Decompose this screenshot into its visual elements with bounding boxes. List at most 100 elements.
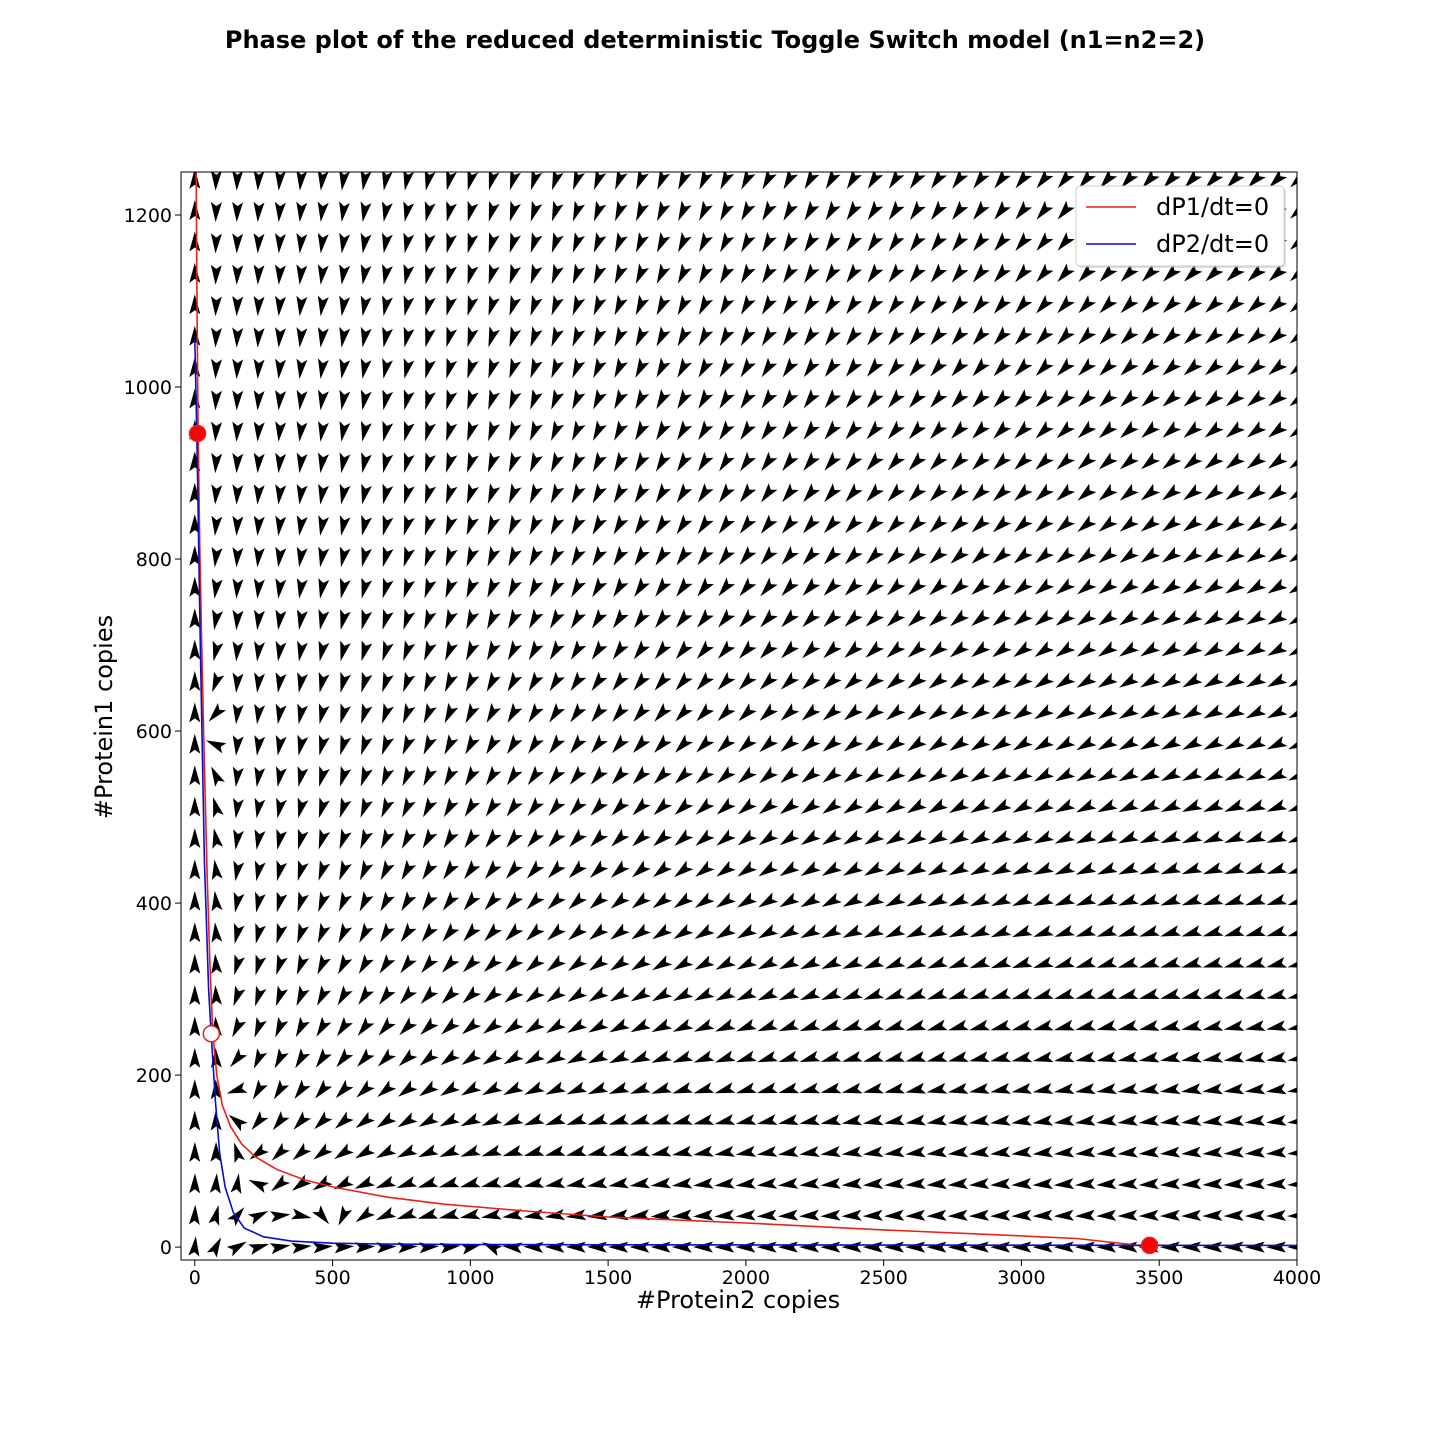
vector-arrow [297,640,308,662]
vector-arrow [487,451,501,473]
vector-arrow [403,389,415,411]
vector-arrow [762,172,777,190]
vector-arrow [1181,798,1203,812]
vector-arrow [823,577,842,596]
vector-arrow [737,829,757,846]
vector-arrow [737,892,757,908]
vector-arrow [947,1146,969,1158]
vector-arrow [1223,1051,1245,1063]
vector-arrow [211,953,223,974]
vector-arrow [1182,672,1203,688]
vector-arrow [1160,830,1182,844]
vector-arrow [486,671,501,692]
vector-arrow [927,924,948,938]
vector-arrow [211,922,223,943]
vector-arrow [593,232,607,253]
vector-arrow [446,420,458,442]
vector-arrow [550,545,565,567]
vector-arrow [588,1049,609,1064]
vector-arrow [189,1110,201,1131]
vector-arrow [275,452,287,474]
vector-arrow [760,608,778,628]
vector-arrow [375,1175,397,1189]
vector-arrow [884,1051,906,1062]
vector-arrow [488,389,500,410]
vector-arrow [1182,609,1203,626]
vector-arrow [926,1146,947,1158]
vector-arrow [655,483,671,503]
vector-arrow [446,452,458,473]
vector-arrow [488,232,500,254]
vector-arrow [205,740,227,754]
vector-arrow [420,985,439,1004]
vector-arrow [1012,735,1033,751]
vector-arrow [762,232,777,253]
vector-arrow [1096,1241,1117,1253]
vector-arrow [926,1241,947,1253]
vector-arrow [482,1049,503,1065]
vector-arrow [1119,578,1139,595]
vector-arrow [551,232,564,253]
vector-arrow [360,389,372,411]
vector-arrow [189,172,201,189]
vector-arrow [232,233,244,254]
vector-arrow [947,1241,968,1253]
vector-arrow [254,829,266,850]
vector-arrow [656,232,671,253]
y-tick-label: 1200 [124,205,172,227]
vector-arrow [503,1081,524,1096]
vector-arrow [909,326,927,346]
vector-arrow [929,609,948,627]
vector-arrow [444,702,459,724]
vector-arrow [677,326,692,347]
vector-arrow [445,546,458,567]
vector-arrow [443,797,459,818]
vector-arrow [360,797,373,818]
vector-arrow [1247,172,1266,188]
vector-arrow [1119,452,1139,470]
vector-arrow [654,734,672,753]
vector-arrow [1266,988,1287,1000]
vector-arrow [865,703,885,721]
vector-arrow [699,172,713,190]
vector-arrow [230,1048,248,1068]
vector-arrow [843,798,864,814]
vector-arrow [549,640,565,660]
vector-arrow [1013,546,1033,564]
vector-arrow [1160,1020,1181,1031]
vector-arrow [803,451,820,471]
vector-arrow [1014,483,1033,502]
vector-arrow [756,1114,778,1125]
stable-steady-state-point [188,424,207,443]
vector-arrow [969,988,991,1000]
unstable-steady-state-point [202,1025,221,1043]
vector-arrow [226,1082,248,1094]
vector-arrow [651,1018,673,1033]
vector-arrow [613,577,629,598]
vector-arrow [444,671,459,692]
vector-arrow [1053,1146,1075,1158]
vector-arrow [1246,515,1267,532]
vector-arrow [1077,452,1097,470]
vector-arrow [505,891,524,910]
vector-arrow [339,172,350,191]
vector-arrow [1182,704,1203,719]
vector-arrow [1161,704,1182,719]
vector-arrow [1096,1019,1118,1031]
vector-arrow [587,1209,608,1221]
vector-arrow [866,546,884,565]
vector-arrow [524,1081,545,1095]
vector-arrow [1224,672,1245,688]
vector-arrow [530,263,543,285]
vector-arrow [1183,452,1203,470]
vector-arrow [906,829,927,845]
vector-arrow [440,1049,460,1066]
vector-arrow [358,954,374,974]
vector-arrow [905,987,927,1000]
vector-arrow [823,671,842,690]
vector-arrow [1075,1083,1096,1094]
vector-arrow [655,545,672,566]
vector-arrow [1224,735,1245,750]
vector-arrow [506,828,523,848]
vector-arrow [650,1209,671,1221]
